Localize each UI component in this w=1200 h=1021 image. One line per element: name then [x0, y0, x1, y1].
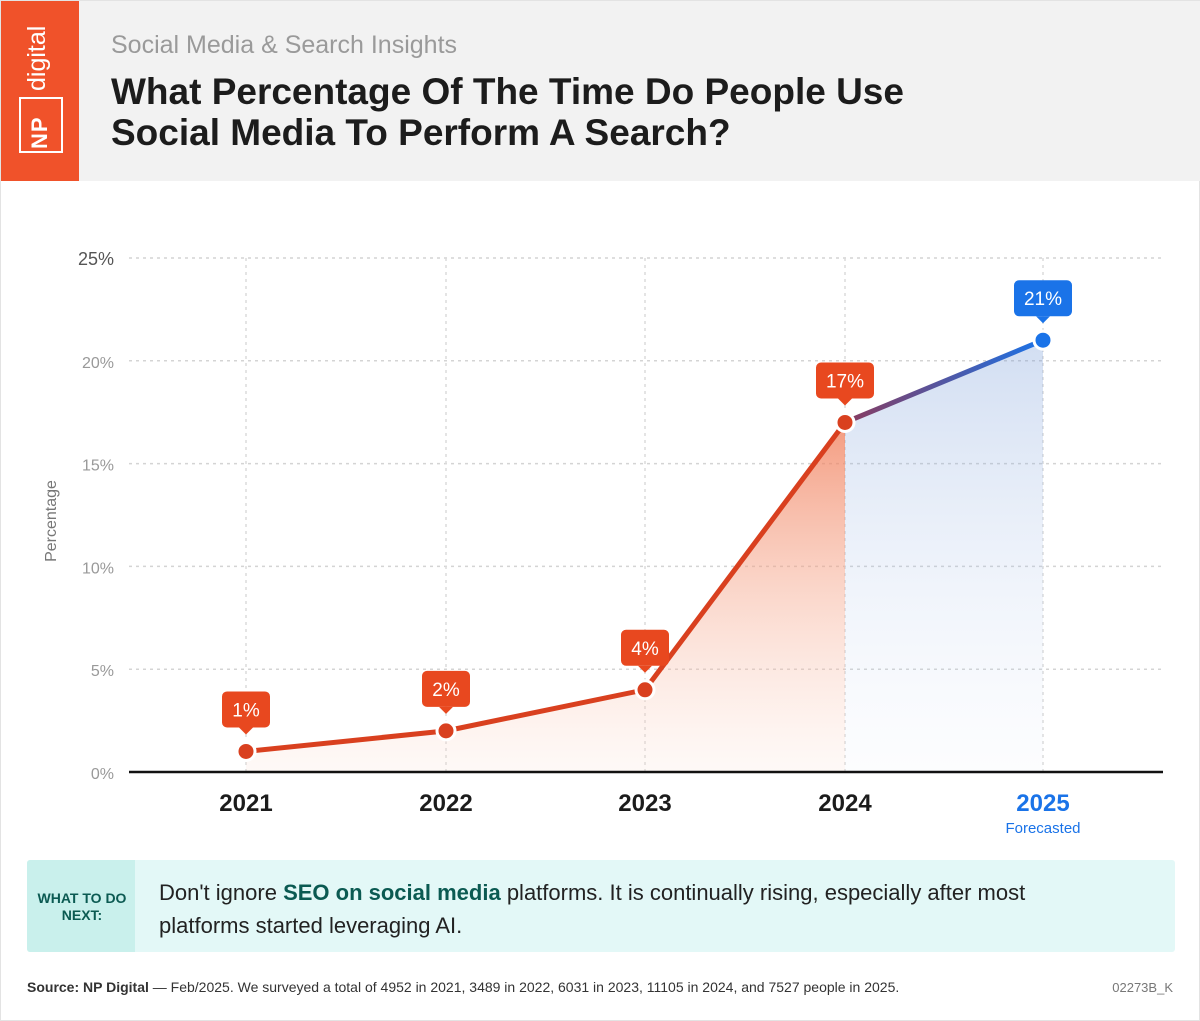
- data-point: [235, 740, 257, 762]
- data-label: 1%: [232, 700, 260, 721]
- header: NP digital Social Media & Search Insight…: [1, 1, 1200, 181]
- data-point: [435, 720, 457, 742]
- np-digital-logo: NP digital: [1, 1, 79, 181]
- source-label: Source: NP Digital: [27, 979, 149, 995]
- y-tick-label: 20%: [82, 355, 114, 372]
- data-label: 21%: [1024, 289, 1062, 310]
- series-line-forecast: [842, 337, 1046, 425]
- data-label-pointer: [638, 665, 652, 673]
- x-tick-label: 2022: [419, 790, 472, 817]
- logo-box: [19, 97, 63, 153]
- tip-text-bold: SEO on social media: [283, 880, 501, 905]
- y-axis-label: Percentage: [43, 480, 60, 562]
- image-code: 02273B_K: [1112, 980, 1173, 995]
- data-label-pointer: [239, 727, 253, 735]
- series-line-actual: [243, 419, 848, 754]
- forecast-note: Forecasted: [1005, 820, 1080, 837]
- data-label-box: [222, 691, 270, 728]
- data-label-box: [422, 670, 470, 707]
- page-title: What Percentage Of The Time Do People Us…: [111, 71, 904, 153]
- tip-text: Don't ignore SEO on social media platfor…: [159, 876, 1119, 942]
- line-chart: 1% 2% 4% 17% 21% 0% 5% 10% 15% 20% 25% Percentage 2…: [43, 249, 1163, 837]
- tip-label-box: WHAT TO DO NEXT:: [27, 860, 135, 952]
- data-label: 4%: [631, 639, 659, 660]
- actual-area-fill: [246, 422, 845, 772]
- data-label: 2%: [432, 680, 460, 701]
- x-tick-label: 2024: [818, 790, 872, 817]
- data-point: [834, 411, 856, 433]
- source-note: Source: NP Digital — Feb/2025. We survey…: [27, 979, 899, 995]
- page-subtitle: Social Media & Search Insights: [111, 31, 458, 59]
- data-label-pointer: [439, 706, 453, 714]
- data-label-box: [1014, 280, 1072, 317]
- tip-label: WHAT TO DO NEXT:: [37, 890, 127, 923]
- logo-np-text: NP: [27, 116, 52, 149]
- what-to-do-next-box: WHAT TO DO NEXT: Don't ignore SEO on soc…: [27, 860, 1175, 952]
- data-label: 17%: [826, 371, 864, 392]
- x-tick-label: 2021: [219, 790, 272, 817]
- x-tick-label: 2023: [618, 790, 671, 817]
- data-point: [1032, 329, 1054, 351]
- x-tick-label: 2025: [1016, 790, 1069, 817]
- y-tick-label: 5%: [91, 663, 114, 680]
- data-label-box: [816, 362, 874, 399]
- y-tick-label: 0%: [91, 766, 114, 783]
- logo-digital-text: digital: [23, 25, 51, 91]
- data-point: [634, 679, 656, 701]
- data-label-pointer: [1036, 316, 1050, 324]
- y-tick-label: 25%: [78, 249, 114, 269]
- tip-text-after: platforms. It is continually rising, esp…: [159, 880, 1026, 938]
- source-text: — Feb/2025. We surveyed a total of 4952 …: [148, 979, 900, 995]
- data-label-pointer: [838, 398, 852, 406]
- data-label-box: [621, 629, 669, 666]
- y-tick-label: 15%: [82, 458, 114, 475]
- y-tick-label: 10%: [82, 560, 114, 577]
- forecast-area-fill: [845, 340, 1043, 772]
- tip-text-before: Don't ignore: [159, 880, 284, 905]
